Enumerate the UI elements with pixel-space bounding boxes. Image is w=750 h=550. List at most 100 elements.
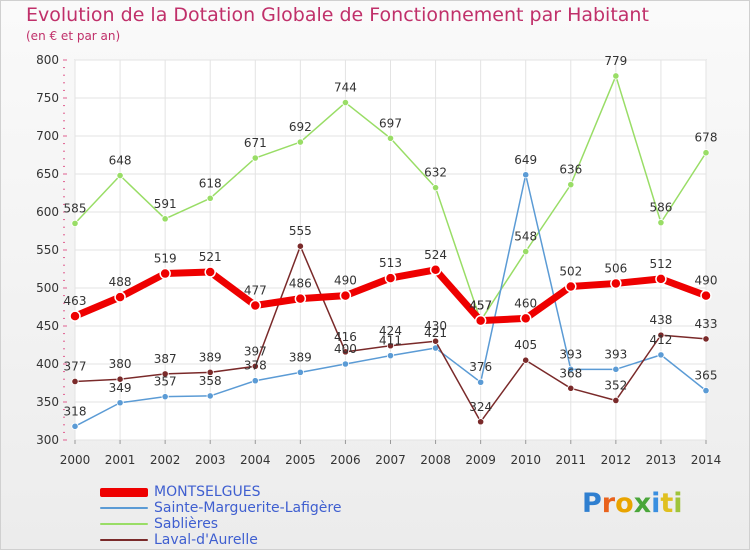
data-point: [251, 362, 259, 370]
data-point: [477, 378, 485, 386]
data-point: [519, 312, 532, 325]
legend-swatch: [100, 487, 148, 497]
data-point: [296, 138, 304, 146]
data-point: [612, 365, 620, 373]
legend-item: Sablières: [100, 516, 341, 532]
data-point: [116, 171, 124, 180]
legend-label: MONTSELGUES: [154, 484, 261, 500]
data-point: [431, 337, 440, 345]
data-label: 376: [469, 360, 492, 374]
data-label: 555: [289, 224, 312, 238]
data-point: [204, 266, 216, 278]
data-point: [655, 273, 667, 285]
data-label: 393: [604, 347, 627, 361]
data-point: [206, 368, 214, 376]
data-point: [161, 393, 169, 401]
legend-swatch: [100, 523, 148, 525]
chart-title: Evolution de la Dotation Globale de Fonc…: [26, 4, 649, 26]
logo-letter: r: [601, 488, 616, 519]
data-label: 378: [244, 359, 267, 373]
legend-item: MONTSELGUES: [100, 484, 341, 500]
data-label: 591: [154, 197, 177, 211]
data-label: 636: [559, 163, 582, 177]
data-label: 648: [109, 154, 132, 168]
data-point: [612, 72, 620, 80]
y-tick-label: 400: [36, 357, 59, 371]
data-point: [69, 310, 81, 322]
logo-letter: i: [651, 488, 661, 519]
data-label: 324: [469, 400, 492, 414]
data-point: [71, 422, 79, 430]
data-label: 365: [695, 369, 718, 383]
data-point: [567, 384, 575, 392]
logo-letter: o: [615, 488, 634, 519]
data-point: [251, 377, 259, 385]
data-point: [657, 331, 665, 339]
data-label: 393: [559, 347, 582, 361]
data-point: [657, 219, 665, 227]
legend-swatch: [100, 507, 148, 509]
data-label: 519: [154, 252, 177, 266]
x-tick-label: 2001: [105, 453, 136, 467]
x-tick-label: 2011: [556, 453, 587, 467]
chart-legend: MONTSELGUES Sainte-Marguerite-Lafigère Sab…: [100, 484, 341, 548]
x-tick-label: 2010: [510, 453, 541, 467]
data-point: [71, 377, 79, 386]
data-label: 424: [379, 324, 402, 338]
data-point: [567, 181, 575, 189]
x-tick-label: 2013: [646, 453, 677, 467]
data-label: 463: [64, 294, 87, 308]
data-point: [477, 418, 485, 426]
logo-letter: P: [582, 488, 602, 519]
data-point: [116, 375, 124, 383]
data-point: [296, 242, 304, 250]
data-label: 744: [334, 81, 357, 95]
data-label: 697: [379, 116, 402, 130]
data-label: 486: [289, 277, 312, 291]
data-label: 477: [244, 283, 267, 297]
logo-letter: t: [660, 488, 674, 519]
data-point: [702, 386, 710, 395]
legend-swatch: [100, 539, 148, 541]
data-label: 389: [289, 350, 312, 364]
data-label: 352: [604, 378, 627, 392]
data-label: 400: [334, 342, 357, 356]
data-point: [565, 280, 577, 293]
data-label: 490: [695, 274, 718, 288]
data-label: 779: [604, 54, 627, 68]
data-point: [294, 292, 307, 305]
data-label: 411: [379, 334, 402, 348]
data-label: 387: [154, 352, 177, 366]
data-label: 649: [514, 153, 537, 167]
data-label: 421: [424, 326, 447, 340]
y-tick-label: 550: [36, 243, 59, 257]
logo-letter: i: [673, 488, 683, 519]
data-point: [384, 272, 397, 284]
y-tick-label: 800: [36, 53, 59, 67]
data-point: [567, 365, 575, 373]
data-point: [341, 348, 350, 356]
data-label: 692: [289, 120, 312, 134]
data-label: 368: [559, 366, 582, 380]
data-point: [522, 247, 530, 256]
y-tick-label: 450: [36, 319, 59, 333]
data-point: [251, 154, 259, 162]
data-point: [339, 289, 352, 302]
y-tick-label: 300: [36, 433, 59, 447]
legend-label: Sainte-Marguerite-Lafigère: [154, 500, 342, 516]
y-tick-label: 750: [36, 91, 59, 105]
data-point: [161, 215, 169, 223]
data-point: [612, 396, 620, 405]
data-point: [206, 194, 214, 202]
legend-label: Sablières: [154, 516, 219, 532]
x-tick-label: 2014: [691, 453, 722, 467]
y-tick-label: 650: [36, 167, 59, 181]
data-label: 377: [64, 359, 87, 373]
x-tick-label: 2000: [60, 453, 91, 467]
data-label: 433: [695, 317, 718, 331]
data-point: [206, 392, 214, 400]
data-label: 512: [649, 257, 672, 271]
data-point: [700, 289, 712, 302]
data-point: [386, 134, 395, 142]
data-label: 502: [559, 264, 582, 278]
